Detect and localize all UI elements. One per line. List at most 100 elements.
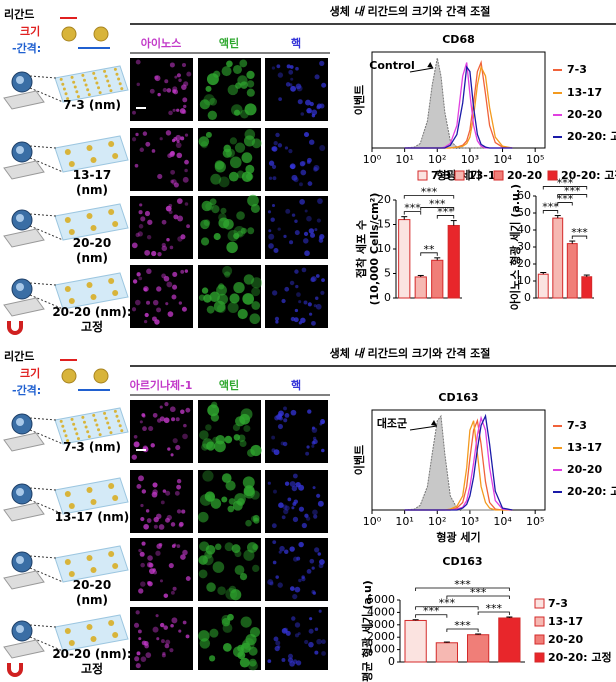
cell-signal	[168, 203, 173, 208]
cell-signal	[184, 202, 189, 206]
substrate-ligand	[92, 71, 96, 75]
zoom-line	[29, 487, 57, 491]
cell-signal	[295, 284, 299, 289]
x-tick-label: 10⁰	[363, 153, 382, 166]
cell-signal	[164, 402, 169, 407]
substrate-ligand	[90, 636, 97, 642]
cell-signal	[271, 164, 277, 169]
cell-signal	[301, 522, 307, 529]
cell-signal	[277, 72, 284, 78]
cell-signal	[231, 104, 243, 116]
cell-signal	[206, 305, 215, 314]
cell-signal	[277, 227, 281, 231]
cell-signal	[271, 435, 276, 440]
cell-signal	[209, 97, 218, 106]
y-tick-label: 0	[524, 291, 531, 304]
cell-signal	[169, 648, 174, 653]
cell-signal	[313, 514, 318, 519]
x-axis-label: 형광 세기	[436, 530, 480, 544]
cell-signal	[233, 434, 241, 441]
cell-signal	[289, 65, 294, 69]
gold-ligand	[61, 368, 77, 384]
substrate-ligand	[112, 632, 119, 638]
title-part: 리간드의 크기와 간격 조절	[364, 346, 491, 360]
substrate-ligand	[68, 571, 75, 577]
cell-signal	[283, 418, 288, 423]
legend-label: 7-3	[431, 169, 451, 182]
cell-signal	[177, 215, 184, 222]
cell-signal	[295, 83, 302, 90]
cell-signal	[172, 284, 178, 290]
substrate-ligand	[62, 87, 66, 91]
cell-signal	[240, 642, 251, 653]
significance-label: ***	[542, 201, 559, 214]
bar	[552, 217, 564, 299]
cell-signal	[155, 550, 161, 556]
cell-signal	[244, 103, 257, 116]
substrate-ligand	[120, 87, 124, 91]
substrate-ligand	[72, 422, 76, 426]
substrate-ligand	[86, 88, 90, 92]
substrate-ligand	[103, 69, 107, 73]
y-tick-label: 10	[517, 274, 531, 287]
cell-signal	[249, 313, 261, 324]
cell-signal	[138, 210, 143, 215]
cell-signal	[225, 148, 235, 158]
histogram-line	[404, 418, 513, 511]
title-part: 생체	[330, 4, 354, 18]
cell-signal	[162, 87, 167, 93]
histogram-line	[404, 413, 513, 511]
cell-signal	[306, 157, 312, 163]
cell-signal	[143, 319, 148, 324]
cell-signal	[179, 108, 186, 114]
cell-signal	[156, 637, 160, 641]
cell-signal	[247, 194, 259, 207]
substrate-ligand	[86, 487, 93, 493]
cell-signal	[145, 509, 150, 513]
cell-signal	[186, 71, 192, 77]
cell-signal	[226, 241, 238, 254]
cell-signal	[170, 590, 175, 595]
substrate-ligand	[113, 67, 117, 71]
cell-signal	[165, 302, 169, 306]
cell-signal	[216, 284, 227, 296]
cell-signal	[271, 523, 277, 529]
size-label: 크기	[20, 366, 40, 380]
cell-signal	[146, 300, 151, 305]
substrate-ligand	[64, 149, 71, 155]
cell-signal	[304, 209, 308, 213]
cell-signal	[317, 552, 322, 556]
cell-signal	[214, 161, 226, 173]
cell-signal	[143, 286, 149, 292]
cell-signal	[304, 513, 309, 518]
substrate-ligand	[64, 286, 71, 292]
cell-signal	[300, 112, 305, 116]
cell-signal	[311, 566, 315, 570]
cell-signal	[203, 94, 215, 106]
chart-title: CD163	[442, 555, 482, 568]
cell-signal	[281, 515, 286, 520]
cell-signal	[281, 658, 286, 662]
cell-signal	[138, 548, 142, 553]
cell-signal	[168, 110, 173, 116]
cell-signal	[173, 214, 179, 220]
substrate-ligand	[70, 417, 74, 421]
cell-signal	[242, 638, 255, 650]
cell-signal	[200, 141, 208, 149]
cell-signal	[211, 401, 218, 409]
cell-signal	[147, 555, 153, 561]
cell-signal	[173, 543, 177, 547]
cell-signal	[245, 519, 252, 527]
cell-signal	[308, 312, 313, 316]
zoom-line	[29, 624, 57, 628]
cell-signal	[314, 650, 319, 655]
cell-signal	[165, 639, 171, 645]
cell-signal	[289, 280, 295, 286]
cell-signal	[225, 588, 238, 600]
ligand-label: 리간드	[4, 7, 34, 21]
substrate-ligand	[109, 431, 113, 435]
cell-signal	[218, 217, 230, 229]
cell-signal	[304, 639, 309, 645]
significance-bracket	[557, 194, 588, 198]
cell-signal	[241, 152, 253, 164]
